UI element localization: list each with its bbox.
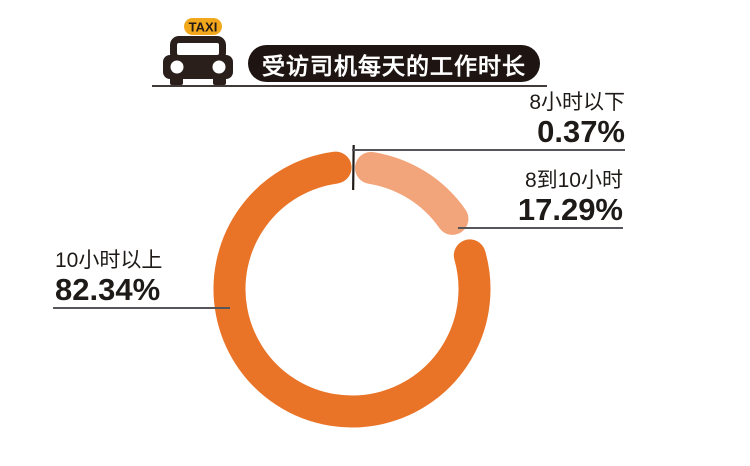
callout-8-to-10h: 8到10小时 17.29% (518, 168, 623, 226)
leader-line-8-to-10h (458, 227, 623, 229)
header-divider (152, 85, 547, 87)
callout-value-under-8h: 0.37% (537, 114, 625, 149)
taxi-wheel-right (213, 77, 226, 85)
leader-line-under-8h (352, 149, 625, 151)
callout-under-8h: 8小时以下 0.37% (529, 90, 625, 148)
leader-line-over-10h (53, 307, 230, 309)
taxi-wheel-left (170, 77, 183, 85)
taxi-icon: TAXI (163, 18, 233, 85)
donut-segment-2 (213, 151, 491, 428)
taxi-sign-label: TAXI (189, 20, 218, 35)
callout-category-under-8h: 8小时以下 (529, 91, 625, 114)
taxi-sign (184, 18, 222, 35)
taxi-headlight-right (212, 60, 226, 74)
callout-value-8-to-10h: 17.29% (517, 192, 623, 227)
taxi-body (163, 55, 233, 79)
page-title: 受访司机每天的工作时长 (248, 45, 540, 82)
donut-segment-tick-0 (352, 144, 355, 191)
callout-category-over-10h: 10小时以上 (55, 249, 163, 272)
callout-category-8-to-10h: 8到10小时 (524, 169, 623, 192)
callout-value-over-10h: 82.34% (55, 272, 161, 307)
callout-over-10h: 10小时以上 82.34% (55, 248, 162, 306)
taxi-headlight-left (170, 60, 184, 74)
taxi-windshield (177, 43, 219, 55)
donut-segment-1 (355, 151, 469, 235)
